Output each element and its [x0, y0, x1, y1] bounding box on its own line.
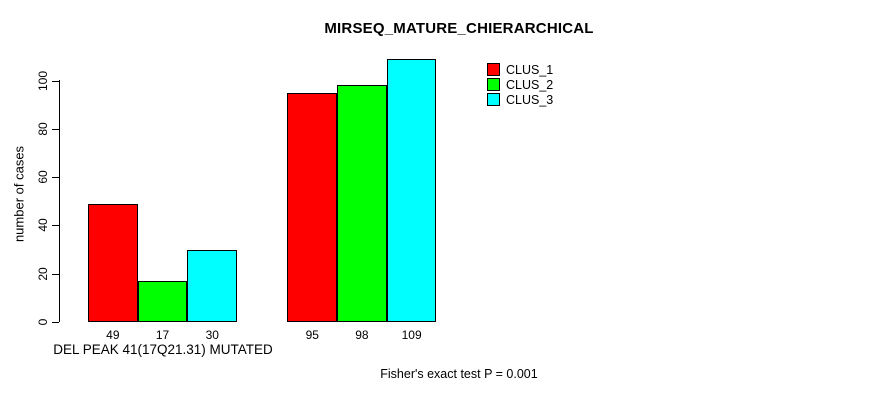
y-tick-label: 60 — [36, 170, 50, 184]
legend-swatch — [487, 78, 500, 91]
bar-value-label: 49 — [106, 328, 120, 342]
legend-entry: CLUS_1 — [487, 62, 553, 77]
y-tick-label: 80 — [36, 122, 50, 136]
legend-swatch — [487, 93, 500, 106]
y-tick-label: 20 — [36, 267, 50, 281]
bar-value-label: 17 — [155, 328, 170, 342]
legend-label: CLUS_1 — [506, 62, 554, 77]
y-tick-label: 100 — [36, 70, 50, 91]
y-tick-label: 0 — [36, 318, 50, 326]
bar — [337, 85, 387, 322]
footnote: Fisher's exact test P = 0.001 — [380, 367, 538, 381]
bar-value-label: 95 — [305, 328, 319, 342]
y-tick — [52, 177, 59, 179]
chart-title: MIRSEQ_MATURE_CHIERARCHICAL — [324, 20, 594, 37]
y-tick — [52, 322, 59, 323]
y-tick — [52, 273, 59, 275]
chart-legend: CLUS_1 CLUS_2 CLUS_3 — [487, 62, 553, 107]
x-axis-title: DEL PEAK 41(17Q21.31) MUTATED — [53, 342, 273, 357]
y-tick-label: 40 — [36, 218, 50, 233]
legend-entry: CLUS_3 — [487, 92, 553, 107]
bar — [137, 280, 188, 322]
bar — [386, 58, 437, 322]
legend-label: CLUS_3 — [506, 92, 554, 107]
legend-entry: CLUS_2 — [487, 77, 553, 92]
legend-label: CLUS_2 — [506, 77, 554, 92]
bar — [287, 92, 338, 322]
bar — [187, 249, 238, 322]
bar-value-label: 30 — [205, 328, 219, 342]
y-axis-line — [59, 80, 60, 322]
bar — [88, 203, 138, 322]
bar-value-label: 109 — [401, 328, 422, 342]
y-axis-title: number of cases — [11, 145, 27, 243]
legend-swatch — [487, 63, 500, 76]
bar-value-label: 98 — [355, 328, 369, 342]
y-tick — [52, 80, 59, 82]
y-tick — [52, 225, 59, 227]
y-tick — [52, 128, 59, 130]
